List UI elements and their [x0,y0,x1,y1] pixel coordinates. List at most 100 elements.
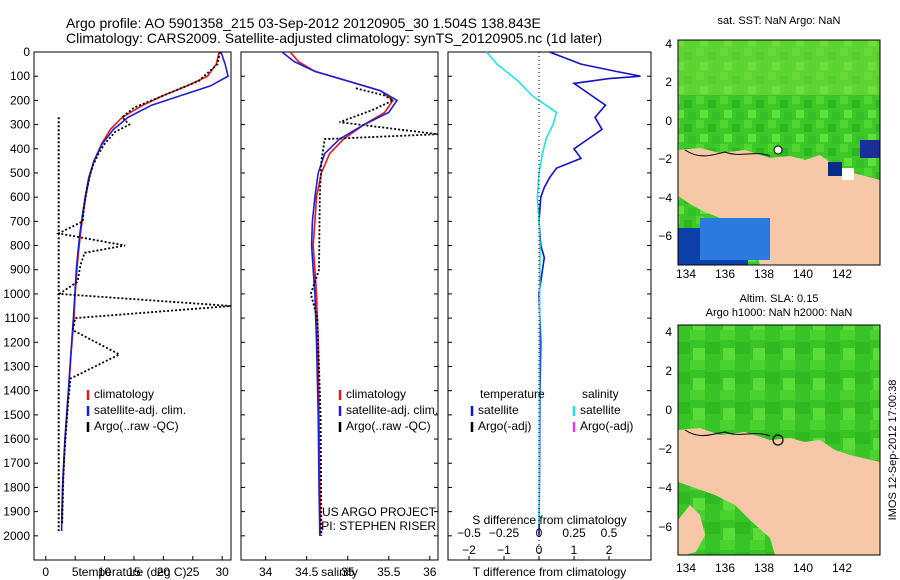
map-top-y-tick-label: −6 [658,229,672,243]
map-top-y-tick-label: 0 [665,114,672,128]
map-bottom-argo-location-marker [772,434,784,446]
map-top-y-tick-label: 4 [665,37,672,51]
header-line-1: Argo profile: AO 5901358_215 03-Sep-2012… [66,15,541,31]
axes-frame-salinity [240,51,439,561]
map-top-x-tick-label: 138 [754,267,774,281]
x-tick-label: 35.5 [377,565,401,579]
y-tick-label: 1300 [3,359,30,373]
y-tick-label: 300 [10,118,30,132]
map-top-title: sat. SST: NaN Argo: NaN [718,15,841,27]
y-tick-label: 100 [10,69,30,83]
map-bottom-land-southwest [678,505,705,555]
legend-entry: Argo(-adj) [580,419,633,433]
x-tick-label: 30 [215,565,229,579]
x-tick-label: 15 [127,565,141,579]
y-tick-label: 1200 [3,335,30,349]
y-tick-label: 1800 [3,480,30,494]
x-tick-label: 10 [98,565,112,579]
series-line-salinity-argo-raw-qc- [309,87,439,536]
y-tick-label: 500 [10,166,30,180]
y-tick-label: 1400 [3,384,30,398]
map-bottom-y-tick-label: −4 [658,481,672,495]
y-tick-label: 1100 [4,311,30,325]
y-tick-label: 1000 [3,287,30,301]
map-bottom-y-tick-label: −2 [658,442,672,456]
series-line-difference-temperature-satellite [538,51,641,536]
legend-entry: satellite [478,403,519,417]
map-top-land-new-guinea [678,148,880,265]
legend-entry: satellite [580,403,621,417]
map-top-white-patch-1 [860,140,880,158]
x2-tick-label: −0.5 [457,526,481,540]
map-bottom-x-tick-label: 142 [832,561,852,575]
map-top-x-tick-label: 136 [715,267,735,281]
annotation-pi: PI: STEPHEN RISER [321,519,436,533]
map-top-white-patch-2 [828,162,842,176]
map-bottom-title-2: Argo h1000: NaN h2000: NaN [706,307,853,319]
x2-tick-label: 0.25 [562,526,586,540]
map-bottom-y-tick-label: −6 [658,520,672,534]
map-top-y-tick-label: −2 [658,152,672,166]
map-top-frame [677,39,881,266]
x2-tick-label: 0.5 [601,526,618,540]
map-top-warm-band [678,40,880,95]
x-tick-label: 5 [72,565,79,579]
y-tick-label: 1900 [3,505,30,519]
x-tick-label: 34.5 [295,565,319,579]
series-line-salinity-satellite-adj-clim- [281,51,399,536]
map-top [677,39,881,266]
y-tick-label: 2000 [3,529,30,543]
y-tick-label: 600 [10,190,30,204]
x2-tick-label: 0 [536,526,543,540]
x-tick-label: 34 [259,565,273,579]
map-bottom-coastline [684,429,771,437]
y-tick-label: 200 [10,93,30,107]
map-top-x-tick-label: 142 [832,267,852,281]
legend-entry: salinity [582,387,619,401]
legend-entry: satellite-adj. clim. [94,403,186,417]
map-bottom-y-tick-label: 2 [665,364,672,378]
y-tick-label: 1600 [3,432,30,446]
series-line-difference-salinity-satellite [485,51,558,524]
x-tick-label: 0 [536,543,543,557]
x-tick-label: 25 [186,565,200,579]
x-tick-label: 36 [423,565,437,579]
map-bottom [677,324,881,556]
map-bottom-x-tick-label: 134 [676,561,696,575]
x2-axis-label: S difference from climatology [472,513,627,527]
map-top-white-patch-3 [842,168,854,180]
x-tick-label: 0 [42,565,49,579]
map-bottom-y-tick-label: 4 [665,325,672,339]
series-line-temperature-argo-raw-qc- [55,51,232,524]
map-top-coastline [684,149,771,157]
legend-entry: temperature [480,387,545,401]
header-line-2: Climatology: CARS2009. Satellite-adjuste… [66,30,603,46]
map-top-land-small-island [678,152,714,188]
series-line-temperature-climatology [61,51,220,524]
map-bottom-x-tick-label: 138 [754,561,774,575]
legend-entry: climatology [94,387,154,401]
axes-frame-difference [447,51,652,561]
y-tick-label: 800 [10,239,30,253]
series-line-temperature-satellite-adj-clim- [60,51,230,532]
map-bottom-x-tick-label: 136 [715,561,735,575]
imos-watermark: IMOS 12-Sep-2012 17:00:38 [887,380,899,521]
y-tick-label: 900 [10,263,30,277]
map-bottom-land-new-guinea [678,428,880,555]
x-axis-label-difference: T difference from climatology [473,565,627,579]
map-top-x-tick-label: 140 [793,267,813,281]
y-tick-label: 1700 [3,456,30,470]
legend-entry: climatology [346,387,406,401]
x-axis-label-temperature: temperature (deg C) [78,565,186,579]
map-top-argo-location-marker [773,145,783,155]
x-tick-label: 20 [157,565,171,579]
y-tick-label: 700 [10,214,30,228]
map-bottom-y-tick-label: 0 [665,403,672,417]
x-tick-label: 35 [341,565,355,579]
legend-entry: Argo(..raw -QC) [94,419,179,433]
x-tick-label: 1 [571,543,578,557]
map-top-y-tick-label: −4 [658,191,672,205]
map-bottom-frame [677,324,881,556]
map-bottom-land-small-island [678,432,712,470]
